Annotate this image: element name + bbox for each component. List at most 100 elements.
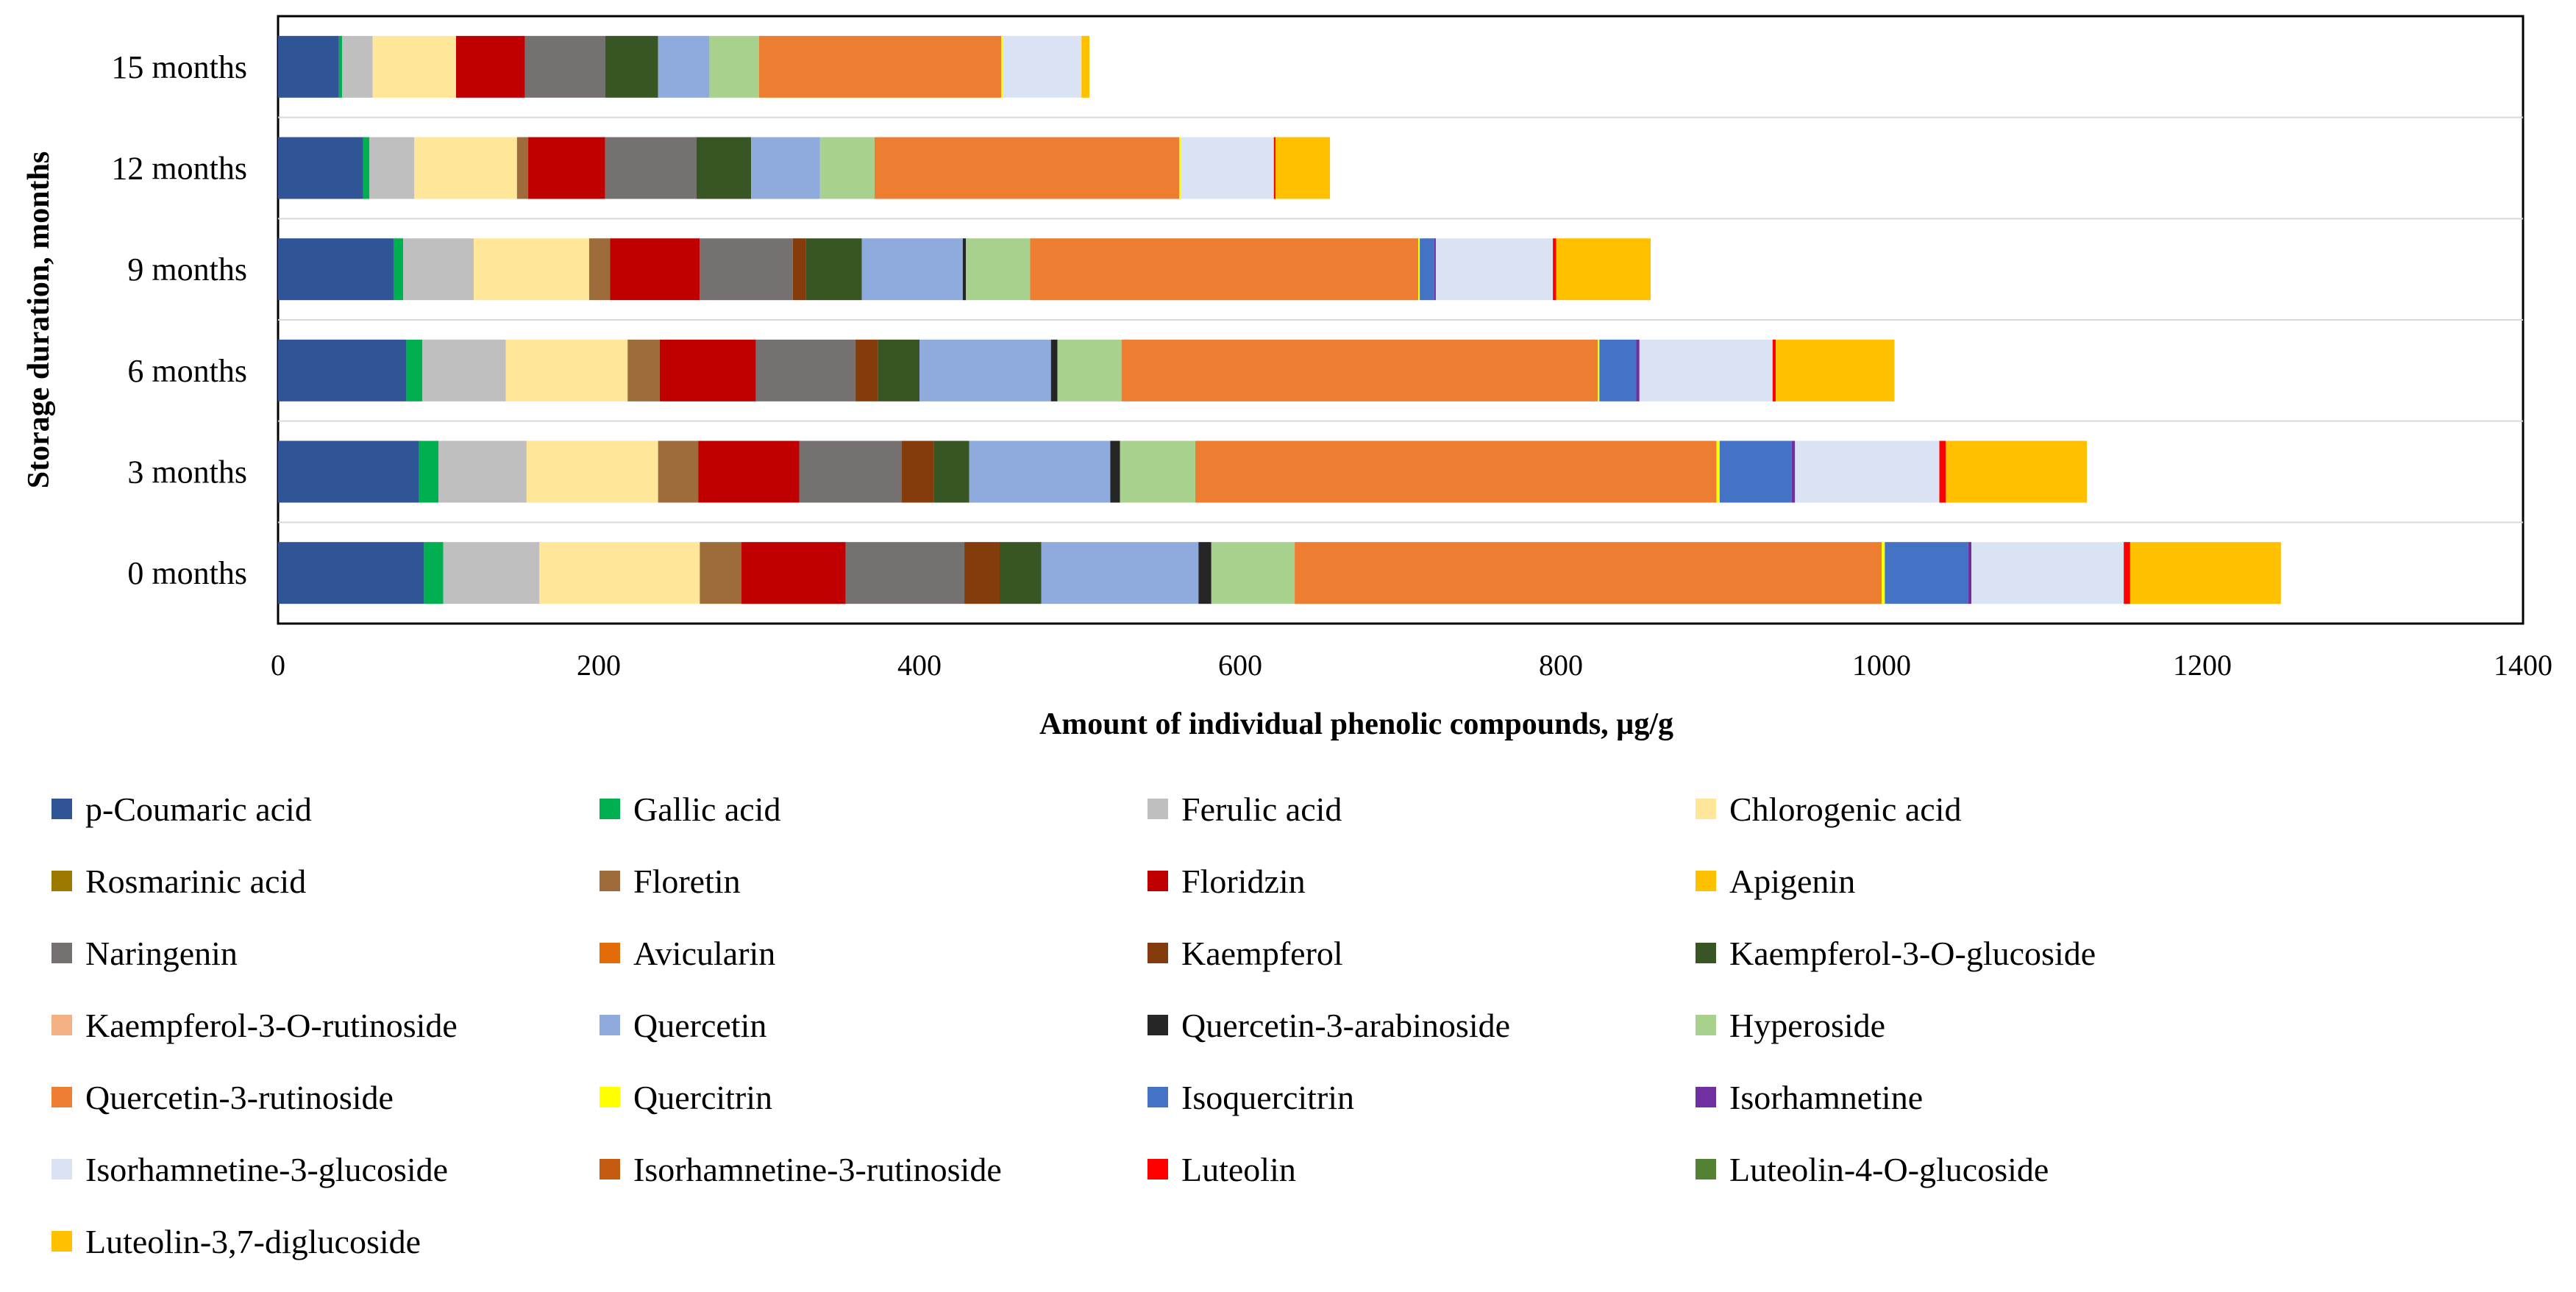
- legend-item: Isoquercitrin: [1148, 1075, 1354, 1119]
- legend-item: Kaempferol-3-O-glucoside: [1696, 931, 2096, 975]
- category-label: 6 months: [127, 353, 247, 389]
- legend-label: Gallic acid: [633, 790, 781, 828]
- bar-segment: [751, 137, 820, 199]
- legend-label: Chlorogenic acid: [1729, 790, 1962, 828]
- x-tick-label: 200: [577, 649, 621, 682]
- legend-item: Rosmarinic acid: [51, 859, 306, 903]
- legend-label: Isorhamnetine-3-glucoside: [85, 1150, 449, 1188]
- legend-item: Quercetin-3-arabinoside: [1148, 1003, 1510, 1047]
- bar-segment: [372, 35, 456, 98]
- legend-swatch: [51, 1087, 72, 1107]
- bar-segment: [443, 542, 540, 604]
- category-label: 15 months: [111, 49, 247, 85]
- legend-item: Isorhamnetine: [1696, 1075, 1923, 1119]
- legend-swatch: [599, 1087, 620, 1107]
- bar-segment: [516, 137, 529, 199]
- legend-swatch: [1148, 871, 1168, 891]
- legend-swatch: [599, 943, 620, 963]
- bar-segment: [878, 339, 919, 401]
- legend-item: Naringenin: [51, 931, 238, 975]
- bar-segment: [528, 137, 605, 199]
- bar-segment: [1121, 339, 1598, 401]
- bar-segment: [1639, 339, 1773, 401]
- bar-segment: [539, 542, 700, 604]
- bar-segment: [369, 137, 415, 199]
- x-tick-label: 1000: [1852, 649, 1911, 682]
- bar-segment: [700, 238, 793, 301]
- bar-segment: [278, 137, 363, 199]
- legend-swatch: [599, 1015, 620, 1035]
- legend-label: Kaempferol-3-O-glucoside: [1729, 934, 2096, 972]
- legend-item: Hyperoside: [1696, 1003, 1885, 1047]
- bar-segment: [709, 35, 759, 98]
- bar-segment: [1179, 137, 1181, 199]
- bar-segment: [1553, 238, 1556, 301]
- bar-segment: [455, 35, 525, 98]
- legend-swatch: [1696, 1159, 1716, 1179]
- legend-label: Quercitrin: [633, 1078, 773, 1116]
- legend-label: Isorhamnetine: [1729, 1078, 1924, 1116]
- bar-segment: [700, 542, 742, 604]
- bar-segment: [1716, 440, 1720, 503]
- bar-segment: [278, 35, 339, 98]
- bar-segment: [278, 238, 394, 301]
- bar-segment: [473, 238, 589, 301]
- bar-segment: [605, 35, 658, 98]
- legend-swatch: [1148, 799, 1168, 819]
- bar-segment: [964, 542, 1000, 604]
- legend-label: Avicularin: [633, 934, 776, 972]
- bar-segment: [874, 137, 1180, 199]
- bar-segment: [1057, 339, 1122, 401]
- bar-segment: [363, 137, 370, 199]
- x-tick-label: 1200: [2173, 649, 2232, 682]
- bar-segment: [338, 35, 343, 98]
- legend-label: Isoquercitrin: [1181, 1078, 1355, 1116]
- legend-label: Kaempferol: [1181, 934, 1343, 972]
- bar-segment: [805, 238, 862, 301]
- x-tick-label: 800: [1539, 649, 1583, 682]
- bar-segment: [741, 542, 846, 604]
- bar-segment: [1795, 440, 1940, 503]
- bar-segment: [1181, 137, 1274, 199]
- x-tick-label: 600: [1218, 649, 1262, 682]
- bar-segment: [1273, 137, 1275, 199]
- bar-segment: [1198, 542, 1211, 604]
- legend-item: Chlorogenic acid: [1696, 787, 1962, 831]
- bar-segment: [845, 542, 965, 604]
- bar-segment: [1599, 339, 1637, 401]
- legend-item: Avicularin: [599, 931, 775, 975]
- bar-segment: [1971, 542, 2124, 604]
- bar-segment: [1946, 440, 2088, 503]
- legend-label: Floridzin: [1181, 862, 1306, 900]
- bar-segment: [755, 339, 855, 401]
- bar-segment: [1001, 35, 1003, 98]
- legend-label: Luteolin-4-O-glucoside: [1729, 1150, 2049, 1188]
- legend-swatch: [1696, 799, 1716, 819]
- bar-segment: [403, 238, 474, 301]
- bar-segment: [902, 440, 934, 503]
- legend-swatch: [51, 871, 72, 891]
- bar-segment: [1435, 238, 1554, 301]
- legend-swatch: [599, 871, 620, 891]
- bar-segment: [419, 440, 438, 503]
- bar-segment: [966, 238, 1031, 301]
- bar-segment: [1295, 542, 1882, 604]
- legend-item: Luteolin: [1148, 1147, 1296, 1191]
- legend-label: Luteolin-3,7-diglucoside: [85, 1222, 421, 1260]
- x-axis-title: Amount of individual phenolic compounds,…: [1039, 707, 1673, 741]
- bar-segment: [1275, 137, 1331, 199]
- bar-segment: [1041, 542, 1199, 604]
- legend-item: Ferulic acid: [1148, 787, 1342, 831]
- category-label: 3 months: [127, 454, 247, 490]
- bar-segment: [759, 35, 1002, 98]
- legend-label: Ferulic acid: [1181, 790, 1342, 828]
- legend-label: Luteolin: [1181, 1150, 1296, 1188]
- legend-swatch: [51, 1015, 72, 1035]
- bar-segment: [933, 440, 969, 503]
- legend-item: Kaempferol-3-O-rutinoside: [51, 1003, 458, 1047]
- bar-segment: [799, 440, 903, 503]
- bar-segment: [861, 238, 963, 301]
- legend-item: Floridzin: [1148, 859, 1306, 903]
- legend-label: Apigenin: [1729, 862, 1856, 900]
